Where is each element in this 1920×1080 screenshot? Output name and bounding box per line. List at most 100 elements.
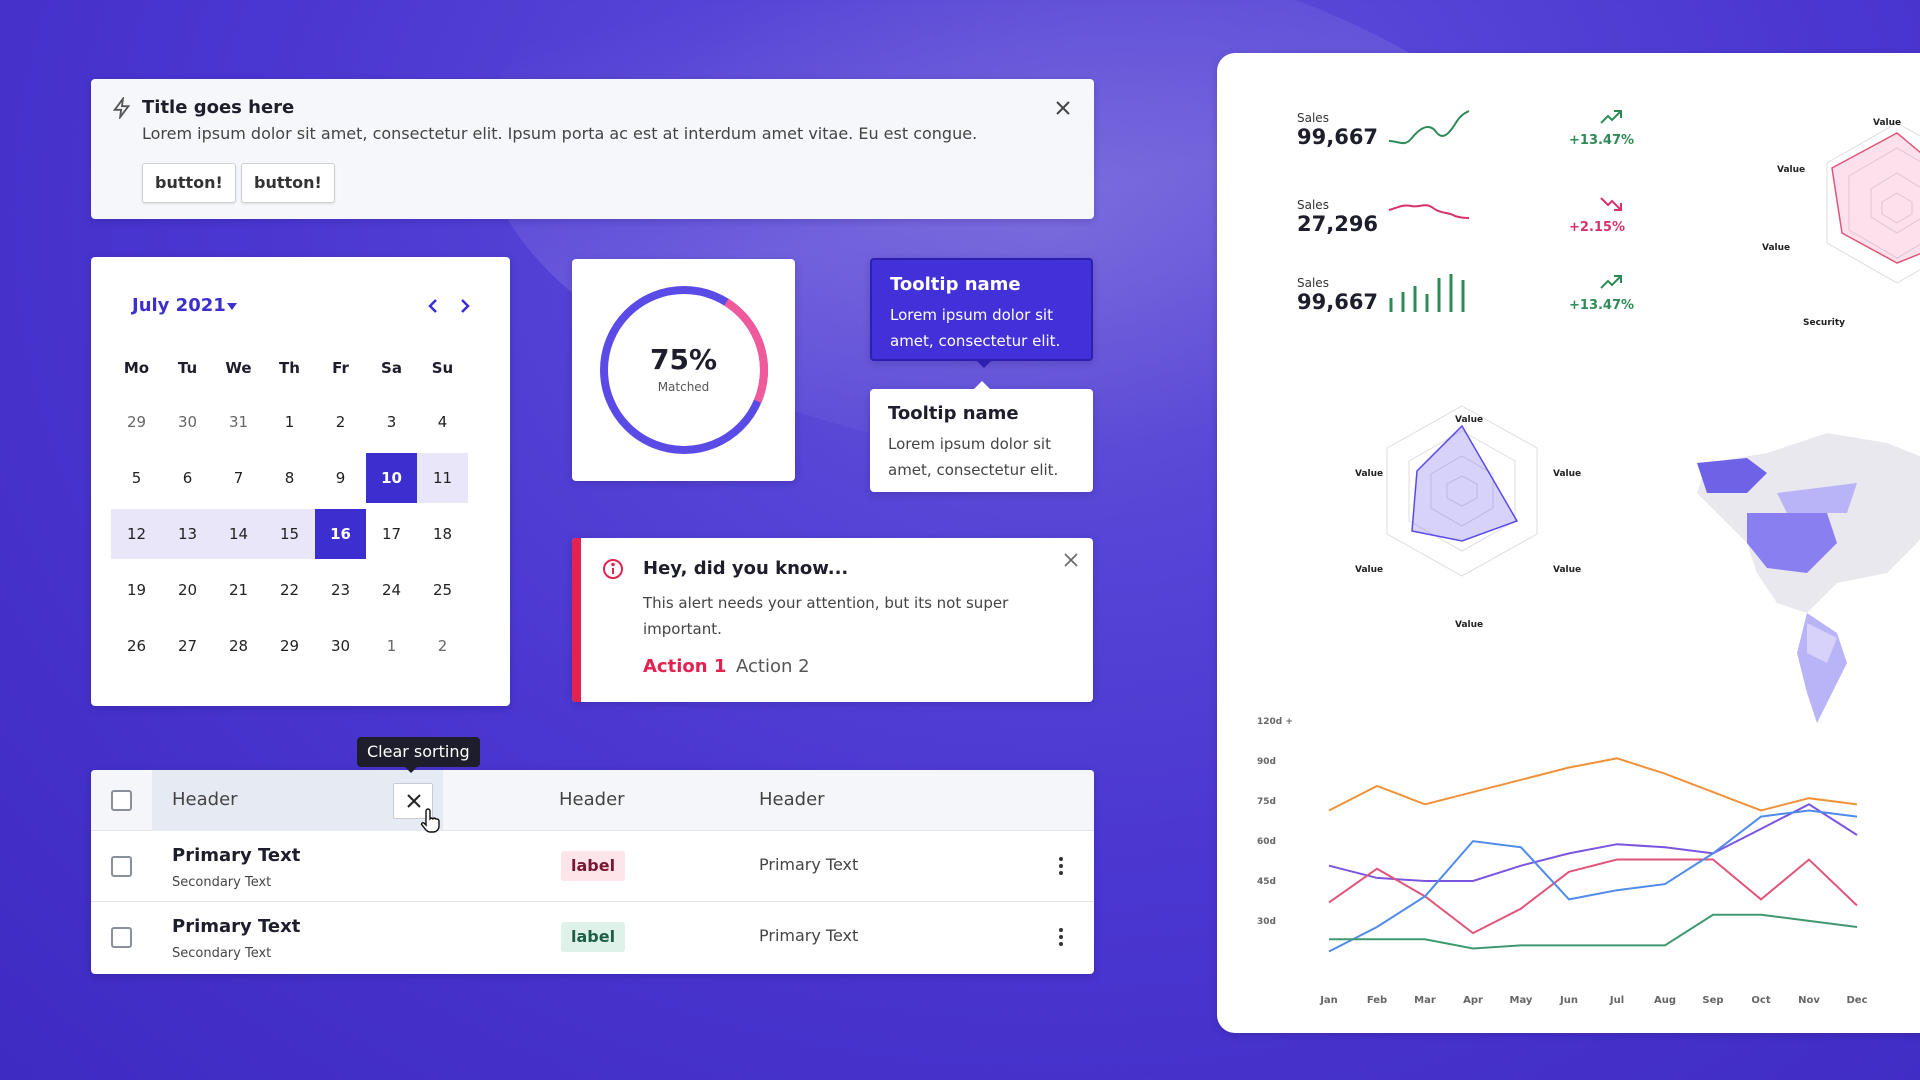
notification-button-2[interactable]: button! bbox=[241, 163, 335, 203]
calendar-day[interactable]: 8 bbox=[284, 469, 295, 487]
chevron-left-icon[interactable] bbox=[425, 297, 443, 315]
calendar-day[interactable]: 27 bbox=[177, 637, 198, 655]
calendar-day[interactable]: 25 bbox=[432, 581, 453, 599]
calendar-day[interactable]: 7 bbox=[233, 469, 244, 487]
more-vertical-icon[interactable] bbox=[1058, 855, 1064, 877]
kpi-label: Sales bbox=[1297, 111, 1329, 125]
alert-card: Hey, did you know... This alert needs yo… bbox=[572, 538, 1093, 702]
calendar-day[interactable]: 20 bbox=[177, 581, 198, 599]
calendar-day[interactable]: 5 bbox=[131, 469, 142, 487]
calendar-day[interactable]: 2 bbox=[437, 637, 448, 655]
table-row[interactable]: Primary Text Secondary Text label Primar… bbox=[91, 902, 1094, 973]
weekday-label: We bbox=[225, 359, 252, 377]
primary-text: Primary Text bbox=[172, 916, 301, 937]
calendar-day[interactable]: 9 bbox=[335, 469, 346, 487]
alert-action-1[interactable]: Action 1 bbox=[643, 656, 727, 677]
calendar-month[interactable]: July 2021 bbox=[132, 295, 226, 316]
calendar-day[interactable]: 30 bbox=[330, 637, 351, 655]
calendar-day[interactable]: 23 bbox=[330, 581, 351, 599]
tooltip-arrow bbox=[976, 360, 992, 368]
calendar-day[interactable]: 21 bbox=[228, 581, 249, 599]
calendar-day[interactable]: 10 bbox=[366, 453, 417, 503]
kpi-delta: +13.47% bbox=[1569, 133, 1635, 148]
cell-text: Primary Text bbox=[759, 926, 859, 945]
calendar-day[interactable]: 13 bbox=[162, 509, 213, 559]
calendar-day[interactable]: 2 bbox=[335, 413, 346, 431]
calendar-day[interactable]: 26 bbox=[126, 637, 147, 655]
calendar-day[interactable]: 11 bbox=[417, 453, 468, 503]
line-chart: 120d + 90d 75d 60d 45d 30d Jan Feb Mar Apr May Jun J… bbox=[1257, 717, 1868, 1006]
select-all-checkbox[interactable] bbox=[111, 790, 132, 811]
series-line bbox=[1328, 757, 1858, 812]
tooltip-arrow bbox=[974, 381, 990, 389]
x-tick-label: Mar bbox=[1414, 995, 1436, 1006]
calendar-day[interactable]: 12 bbox=[111, 509, 162, 559]
y-tick-label: 75d bbox=[1257, 797, 1276, 807]
column-header[interactable]: Header bbox=[559, 789, 625, 810]
alert-action-2[interactable]: Action 2 bbox=[736, 656, 810, 677]
tooltip-title: Tooltip name bbox=[888, 403, 1019, 424]
calendar-day[interactable]: 14 bbox=[213, 509, 264, 559]
calendar-day[interactable]: 4 bbox=[437, 413, 448, 431]
calendar-day[interactable]: 24 bbox=[381, 581, 402, 599]
series-line bbox=[1329, 913, 1858, 950]
calendar-day[interactable]: 30 bbox=[177, 413, 198, 431]
weekday-label: Sa bbox=[381, 359, 402, 377]
sparkline bbox=[1388, 204, 1470, 219]
chevron-down-icon[interactable] bbox=[227, 303, 237, 310]
series-line bbox=[1328, 803, 1858, 882]
calendar-day[interactable]: 29 bbox=[279, 637, 300, 655]
calendar-day[interactable]: 1 bbox=[284, 413, 295, 431]
calendar-day[interactable]: 19 bbox=[126, 581, 147, 599]
tooltip-arrow bbox=[405, 767, 417, 773]
alert-title: Hey, did you know... bbox=[643, 558, 849, 579]
tooltip-primary: Tooltip name Lorem ipsum dolor sit amet,… bbox=[870, 258, 1093, 368]
radar-label: Value bbox=[1553, 565, 1582, 575]
calendar-day[interactable]: 31 bbox=[228, 413, 249, 431]
kpi-label: Sales bbox=[1297, 276, 1329, 290]
radar-label: Value bbox=[1762, 243, 1791, 253]
table-row[interactable]: Primary Text Secondary Text label Primar… bbox=[91, 831, 1094, 902]
alert-body: This alert needs your attention, but its… bbox=[643, 594, 1009, 638]
tooltip-title: Tooltip name bbox=[890, 274, 1021, 295]
column-header[interactable]: Header bbox=[172, 789, 238, 810]
calendar-day[interactable]: 15 bbox=[264, 509, 315, 559]
x-tick-label: Jan bbox=[1319, 995, 1338, 1006]
world-map bbox=[1697, 433, 1920, 723]
primary-text: Primary Text bbox=[172, 845, 301, 866]
column-header[interactable]: Header bbox=[759, 789, 825, 810]
row-checkbox[interactable] bbox=[111, 856, 132, 877]
alert-accent-bar bbox=[572, 538, 581, 702]
kpi-label: Sales bbox=[1297, 198, 1329, 212]
weekday-label: Su bbox=[431, 359, 454, 377]
radar-label: Security bbox=[1803, 318, 1846, 328]
notification-banner: Title goes here Lorem ipsum dolor sit am… bbox=[91, 79, 1094, 219]
data-table: Header Header Header Primary Text Second… bbox=[91, 770, 1094, 974]
secondary-text: Secondary Text bbox=[172, 946, 272, 961]
calendar-day[interactable]: 18 bbox=[432, 525, 453, 543]
x-tick-label: Nov bbox=[1798, 995, 1820, 1006]
kpi-value: 99,667 bbox=[1297, 290, 1379, 314]
calendar-day[interactable]: 22 bbox=[279, 581, 300, 599]
status-badge: label bbox=[561, 922, 626, 952]
more-vertical-icon[interactable] bbox=[1058, 926, 1064, 948]
radar-label: Value bbox=[1553, 469, 1582, 479]
calendar-day[interactable]: 6 bbox=[182, 469, 193, 487]
calendar-day[interactable]: 1 bbox=[386, 637, 397, 655]
clear-sorting-button[interactable] bbox=[393, 783, 433, 819]
calendar-day[interactable]: 3 bbox=[386, 413, 397, 431]
row-checkbox[interactable] bbox=[111, 927, 132, 948]
hand-cursor-icon bbox=[420, 808, 440, 833]
trend-up-icon bbox=[1600, 110, 1622, 124]
radar-chart-top bbox=[1826, 122, 1920, 284]
close-icon[interactable] bbox=[1054, 99, 1072, 117]
calendar-day[interactable]: 28 bbox=[228, 637, 249, 655]
calendar-day[interactable]: 16 bbox=[315, 509, 366, 559]
close-icon[interactable] bbox=[1063, 552, 1079, 568]
notification-button-1[interactable]: button! bbox=[142, 163, 236, 203]
chevron-right-icon[interactable] bbox=[455, 297, 473, 315]
dashboard-panel: Sales 99,667 +13.47% Sales 27,296 +2.15% Sales… bbox=[1217, 53, 1920, 1033]
calendar-day[interactable]: 17 bbox=[381, 525, 402, 543]
radar-label: Value bbox=[1355, 565, 1384, 575]
calendar-day[interactable]: 29 bbox=[126, 413, 147, 431]
